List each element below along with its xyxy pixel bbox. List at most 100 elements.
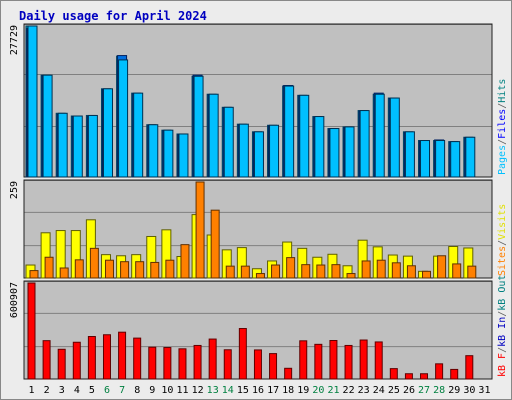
legend-item-bottom-3: / bbox=[497, 311, 508, 317]
bar-sites-day-9 bbox=[150, 261, 160, 279]
bar-kbf-day-20 bbox=[314, 343, 323, 380]
bar-kbf-day-4 bbox=[72, 341, 81, 380]
bar-kbf-day-23 bbox=[359, 339, 368, 380]
legend-item-middle-1: / bbox=[497, 240, 508, 246]
bar-sites-day-25 bbox=[391, 262, 401, 279]
bar-kbf-day-29 bbox=[450, 368, 459, 380]
bar-pages-day-17 bbox=[269, 124, 280, 178]
bar-kbf-day-13 bbox=[208, 338, 217, 380]
bar-sites-day-2 bbox=[44, 256, 54, 279]
bar-pages-day-15 bbox=[238, 123, 249, 178]
bar-pages-day-20 bbox=[314, 116, 325, 178]
bar-kbf-day-12 bbox=[193, 344, 202, 380]
bar-pages-day-4 bbox=[72, 115, 83, 178]
x-tick-label-day-21: 21 bbox=[327, 385, 339, 396]
bar-sites-day-7 bbox=[120, 261, 130, 279]
bar-pages-day-12 bbox=[193, 75, 204, 178]
x-tick-label-day-26: 26 bbox=[403, 385, 415, 396]
bar-pages-day-23 bbox=[359, 110, 370, 178]
bar-kbf-day-7 bbox=[118, 331, 127, 380]
bar-pages-day-10 bbox=[163, 129, 174, 178]
bar-pages-day-13 bbox=[208, 93, 219, 178]
y-max-label-top: 27729 bbox=[9, 25, 20, 55]
bar-kbf-day-27 bbox=[420, 373, 429, 380]
bar-pages-day-18 bbox=[284, 85, 295, 178]
legend-item-bottom-0: kB F bbox=[497, 353, 508, 377]
bar-sites-day-19 bbox=[301, 264, 311, 279]
x-tick-label-day-8: 8 bbox=[134, 385, 140, 396]
bar-kbf-day-28 bbox=[435, 363, 444, 380]
legend-item-bottom-2: kB In bbox=[497, 317, 508, 347]
x-tick-label-day-11: 11 bbox=[176, 385, 188, 396]
bar-pages-day-26 bbox=[404, 131, 415, 178]
bar-sites-day-5 bbox=[89, 247, 99, 279]
x-tick-label-day-7: 7 bbox=[119, 385, 125, 396]
legend-item-middle-2: Visits bbox=[497, 204, 508, 240]
bar-kbf-day-1 bbox=[27, 282, 36, 380]
x-tick-label-day-14: 14 bbox=[222, 385, 234, 396]
bar-kbf-day-16 bbox=[253, 349, 262, 380]
x-tick-label-day-27: 27 bbox=[418, 385, 430, 396]
bar-pages-day-1 bbox=[27, 25, 38, 178]
bar-pages-day-21 bbox=[329, 128, 340, 178]
bar-pages-day-30 bbox=[465, 136, 476, 178]
bar-kbf-day-8 bbox=[133, 337, 142, 380]
legend-item-top-3: / bbox=[497, 103, 508, 109]
x-tick-label-day-10: 10 bbox=[161, 385, 173, 396]
bar-sites-day-10 bbox=[165, 259, 175, 279]
bar-sites-day-27 bbox=[422, 270, 432, 279]
bar-sites-day-22 bbox=[346, 273, 356, 279]
x-tick-label-day-6: 6 bbox=[104, 385, 110, 396]
bar-sites-day-29 bbox=[452, 263, 462, 279]
bar-kbf-day-21 bbox=[329, 339, 338, 380]
bar-kbf-day-5 bbox=[87, 336, 96, 380]
x-tick-label-day-4: 4 bbox=[74, 385, 80, 396]
bar-pages-day-7 bbox=[118, 59, 129, 178]
bar-sites-day-30 bbox=[467, 265, 477, 279]
bar-sites-day-23 bbox=[361, 260, 371, 279]
bar-sites-day-16 bbox=[255, 273, 265, 279]
bar-kbf-day-30 bbox=[465, 355, 474, 380]
x-tick-label-day-22: 22 bbox=[343, 385, 355, 396]
bar-kbf-day-3 bbox=[57, 348, 66, 380]
legend-item-bottom-4: kB Out bbox=[497, 275, 508, 311]
bar-pages-day-29 bbox=[450, 141, 461, 178]
bar-sites-day-15 bbox=[240, 265, 250, 279]
x-tick-label-day-31: 31 bbox=[478, 385, 490, 396]
bar-kbf-day-10 bbox=[163, 347, 172, 380]
x-tick-label-day-3: 3 bbox=[59, 385, 65, 396]
bar-pages-day-8 bbox=[133, 92, 144, 178]
bar-sites-day-12 bbox=[195, 181, 205, 279]
bar-pages-day-22 bbox=[344, 126, 355, 178]
bar-pages-day-5 bbox=[87, 114, 98, 178]
legend-item-middle-0: Sites bbox=[497, 246, 508, 276]
bar-kbf-day-11 bbox=[178, 348, 187, 380]
legend-bottom: kB F/kB In/kB Out bbox=[497, 275, 508, 377]
bar-kbf-day-25 bbox=[389, 368, 398, 380]
bar-pages-day-28 bbox=[435, 140, 446, 178]
bar-pages-day-25 bbox=[389, 97, 400, 178]
bar-pages-day-14 bbox=[223, 106, 234, 178]
legend-item-top-4: Hits bbox=[497, 79, 508, 103]
bar-kbf-day-6 bbox=[102, 334, 111, 380]
x-tick-label-day-23: 23 bbox=[358, 385, 370, 396]
bar-kbf-day-9 bbox=[148, 346, 157, 380]
x-tick-label-day-28: 28 bbox=[433, 385, 445, 396]
bar-sites-day-28 bbox=[437, 255, 447, 279]
bar-pages-day-6 bbox=[102, 88, 113, 178]
bar-pages-day-19 bbox=[299, 94, 310, 178]
bar-sites-day-24 bbox=[376, 259, 386, 279]
legend-item-bottom-1: / bbox=[497, 347, 508, 353]
x-tick-label-day-20: 20 bbox=[312, 385, 324, 396]
legend-item-top-1: / bbox=[497, 139, 508, 145]
bar-pages-day-2 bbox=[42, 74, 53, 178]
x-tick-label-day-24: 24 bbox=[373, 385, 385, 396]
x-tick-label-day-13: 13 bbox=[207, 385, 219, 396]
x-tick-label-day-18: 18 bbox=[282, 385, 294, 396]
bar-pages-day-24 bbox=[374, 93, 385, 178]
bar-sites-day-21 bbox=[331, 264, 341, 279]
x-tick-label-day-19: 19 bbox=[297, 385, 309, 396]
bar-kbf-day-14 bbox=[223, 349, 232, 380]
x-tick-label-day-29: 29 bbox=[448, 385, 460, 396]
bar-kbf-day-24 bbox=[374, 341, 383, 380]
